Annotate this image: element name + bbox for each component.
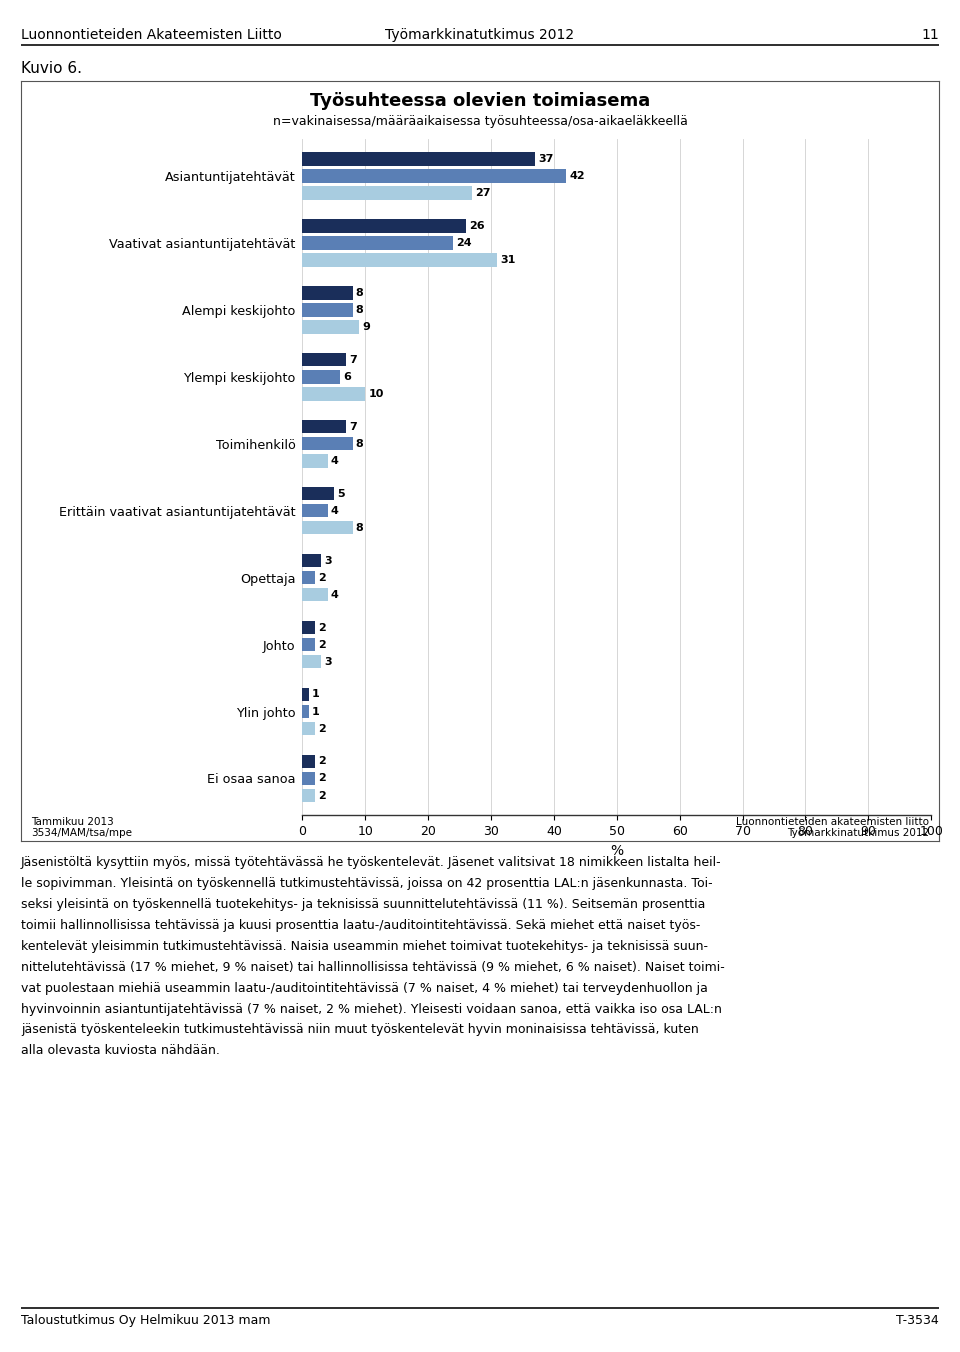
- Bar: [302, 454, 327, 468]
- Bar: [302, 387, 365, 400]
- Bar: [302, 754, 315, 768]
- Text: 5: 5: [337, 488, 345, 499]
- Text: 2: 2: [318, 773, 325, 783]
- Text: hyvinvoinnin asiantuntijatehtävissä (7 % naiset, 2 % miehet). Yleisesti voidaan : hyvinvoinnin asiantuntijatehtävissä (7 %…: [21, 1003, 722, 1015]
- Text: Luonnontieteiden Akateemisten Liitto: Luonnontieteiden Akateemisten Liitto: [21, 28, 282, 42]
- Text: 2: 2: [318, 573, 325, 583]
- Text: Työsuhteessa olevien toimiasema: Työsuhteessa olevien toimiasema: [310, 92, 650, 110]
- Text: 9: 9: [362, 322, 370, 333]
- Bar: [302, 722, 315, 735]
- Bar: [302, 303, 352, 316]
- Bar: [302, 654, 322, 668]
- Bar: [302, 704, 309, 718]
- Bar: [302, 287, 352, 300]
- Bar: [302, 253, 497, 266]
- Bar: [302, 554, 322, 568]
- Bar: [302, 504, 327, 518]
- Text: Tammikuu 2013
3534/MAM/tsa/mpe: Tammikuu 2013 3534/MAM/tsa/mpe: [31, 817, 132, 838]
- Text: 4: 4: [330, 456, 339, 466]
- Text: 8: 8: [356, 439, 364, 449]
- Text: 27: 27: [475, 188, 491, 199]
- Text: n=vakinaisessa/määräaikaisessa työsuhteessa/osa-aikaeläkkeellä: n=vakinaisessa/määräaikaisessa työsuhtee…: [273, 115, 687, 128]
- Text: 26: 26: [469, 220, 485, 231]
- Bar: [302, 621, 315, 634]
- Text: 1: 1: [312, 707, 320, 717]
- Text: 42: 42: [569, 172, 586, 181]
- Bar: [302, 588, 327, 602]
- Text: 1: 1: [312, 690, 320, 699]
- Bar: [302, 187, 472, 200]
- X-axis label: %: %: [611, 844, 623, 857]
- Bar: [302, 370, 340, 384]
- Text: 4: 4: [330, 506, 339, 515]
- Text: 31: 31: [500, 256, 516, 265]
- Bar: [302, 420, 347, 434]
- Text: 3: 3: [324, 556, 332, 565]
- Text: le sopivimman. Yleisintä on työskennellä tutkimustehtävissä, joissa on 42 prosen: le sopivimman. Yleisintä on työskennellä…: [21, 877, 712, 890]
- Text: Jäsenistöltä kysyttiin myös, missä työtehtävässä he työskentelevät. Jäsenet vali: Jäsenistöltä kysyttiin myös, missä työte…: [21, 856, 722, 869]
- Bar: [302, 353, 347, 366]
- Bar: [302, 788, 315, 802]
- Bar: [302, 437, 352, 450]
- Text: seksi yleisintä on työskennellä tuotekehitys- ja teknisissä suunnittelutehtäviss: seksi yleisintä on työskennellä tuotekeh…: [21, 898, 706, 911]
- Bar: [302, 772, 315, 786]
- Text: 3: 3: [324, 657, 332, 667]
- Bar: [302, 638, 315, 652]
- Text: Kuvio 6.: Kuvio 6.: [21, 61, 83, 76]
- Text: vat puolestaan miehiä useammin laatu-/auditointitehtävissä (7 % naiset, 4 % mieh: vat puolestaan miehiä useammin laatu-/au…: [21, 982, 708, 995]
- Text: kentelevät yleisimmin tutkimustehtävissä. Naisia useammin miehet toimivat tuotek: kentelevät yleisimmin tutkimustehtävissä…: [21, 940, 708, 953]
- Text: nittelutehtävissä (17 % miehet, 9 % naiset) tai hallinnollisissa tehtävissä (9 %: nittelutehtävissä (17 % miehet, 9 % nais…: [21, 961, 725, 973]
- Bar: [302, 237, 453, 250]
- Text: 7: 7: [349, 354, 357, 365]
- Text: 2: 2: [318, 791, 325, 800]
- Text: 2: 2: [318, 622, 325, 633]
- Bar: [302, 521, 352, 534]
- Text: Taloustutkimus Oy Helmikuu 2013 mam: Taloustutkimus Oy Helmikuu 2013 mam: [21, 1314, 271, 1328]
- Bar: [302, 571, 315, 584]
- Bar: [302, 320, 359, 334]
- Text: Luonnontieteiden akateemisten liitto
Työmarkkinatutkimus 2012: Luonnontieteiden akateemisten liitto Työ…: [736, 817, 929, 838]
- Text: alla olevasta kuviosta nähdään.: alla olevasta kuviosta nähdään.: [21, 1045, 220, 1057]
- Text: 7: 7: [349, 422, 357, 431]
- Text: 8: 8: [356, 523, 364, 533]
- Text: 37: 37: [539, 154, 554, 164]
- Bar: [302, 153, 535, 166]
- Text: Työmarkkinatutkimus 2012: Työmarkkinatutkimus 2012: [385, 28, 575, 42]
- Text: jäsenistä työskenteleekin tutkimustehtävissä niin muut työskentelevät hyvin moni: jäsenistä työskenteleekin tutkimustehtäv…: [21, 1023, 699, 1037]
- Text: toimii hallinnollisissa tehtävissä ja kuusi prosenttia laatu-/auditointitehtävis: toimii hallinnollisissa tehtävissä ja ku…: [21, 919, 701, 932]
- Text: 11: 11: [922, 28, 939, 42]
- Text: 2: 2: [318, 723, 325, 734]
- Bar: [302, 219, 466, 233]
- Text: 24: 24: [456, 238, 472, 247]
- Bar: [302, 487, 334, 500]
- Text: T-3534: T-3534: [896, 1314, 939, 1328]
- Text: 8: 8: [356, 288, 364, 297]
- Bar: [302, 169, 566, 183]
- Bar: [302, 688, 309, 702]
- Text: 10: 10: [369, 389, 384, 399]
- Text: 6: 6: [344, 372, 351, 381]
- Text: 8: 8: [356, 306, 364, 315]
- Text: 2: 2: [318, 756, 325, 767]
- Text: 4: 4: [330, 589, 339, 600]
- Text: 2: 2: [318, 639, 325, 649]
